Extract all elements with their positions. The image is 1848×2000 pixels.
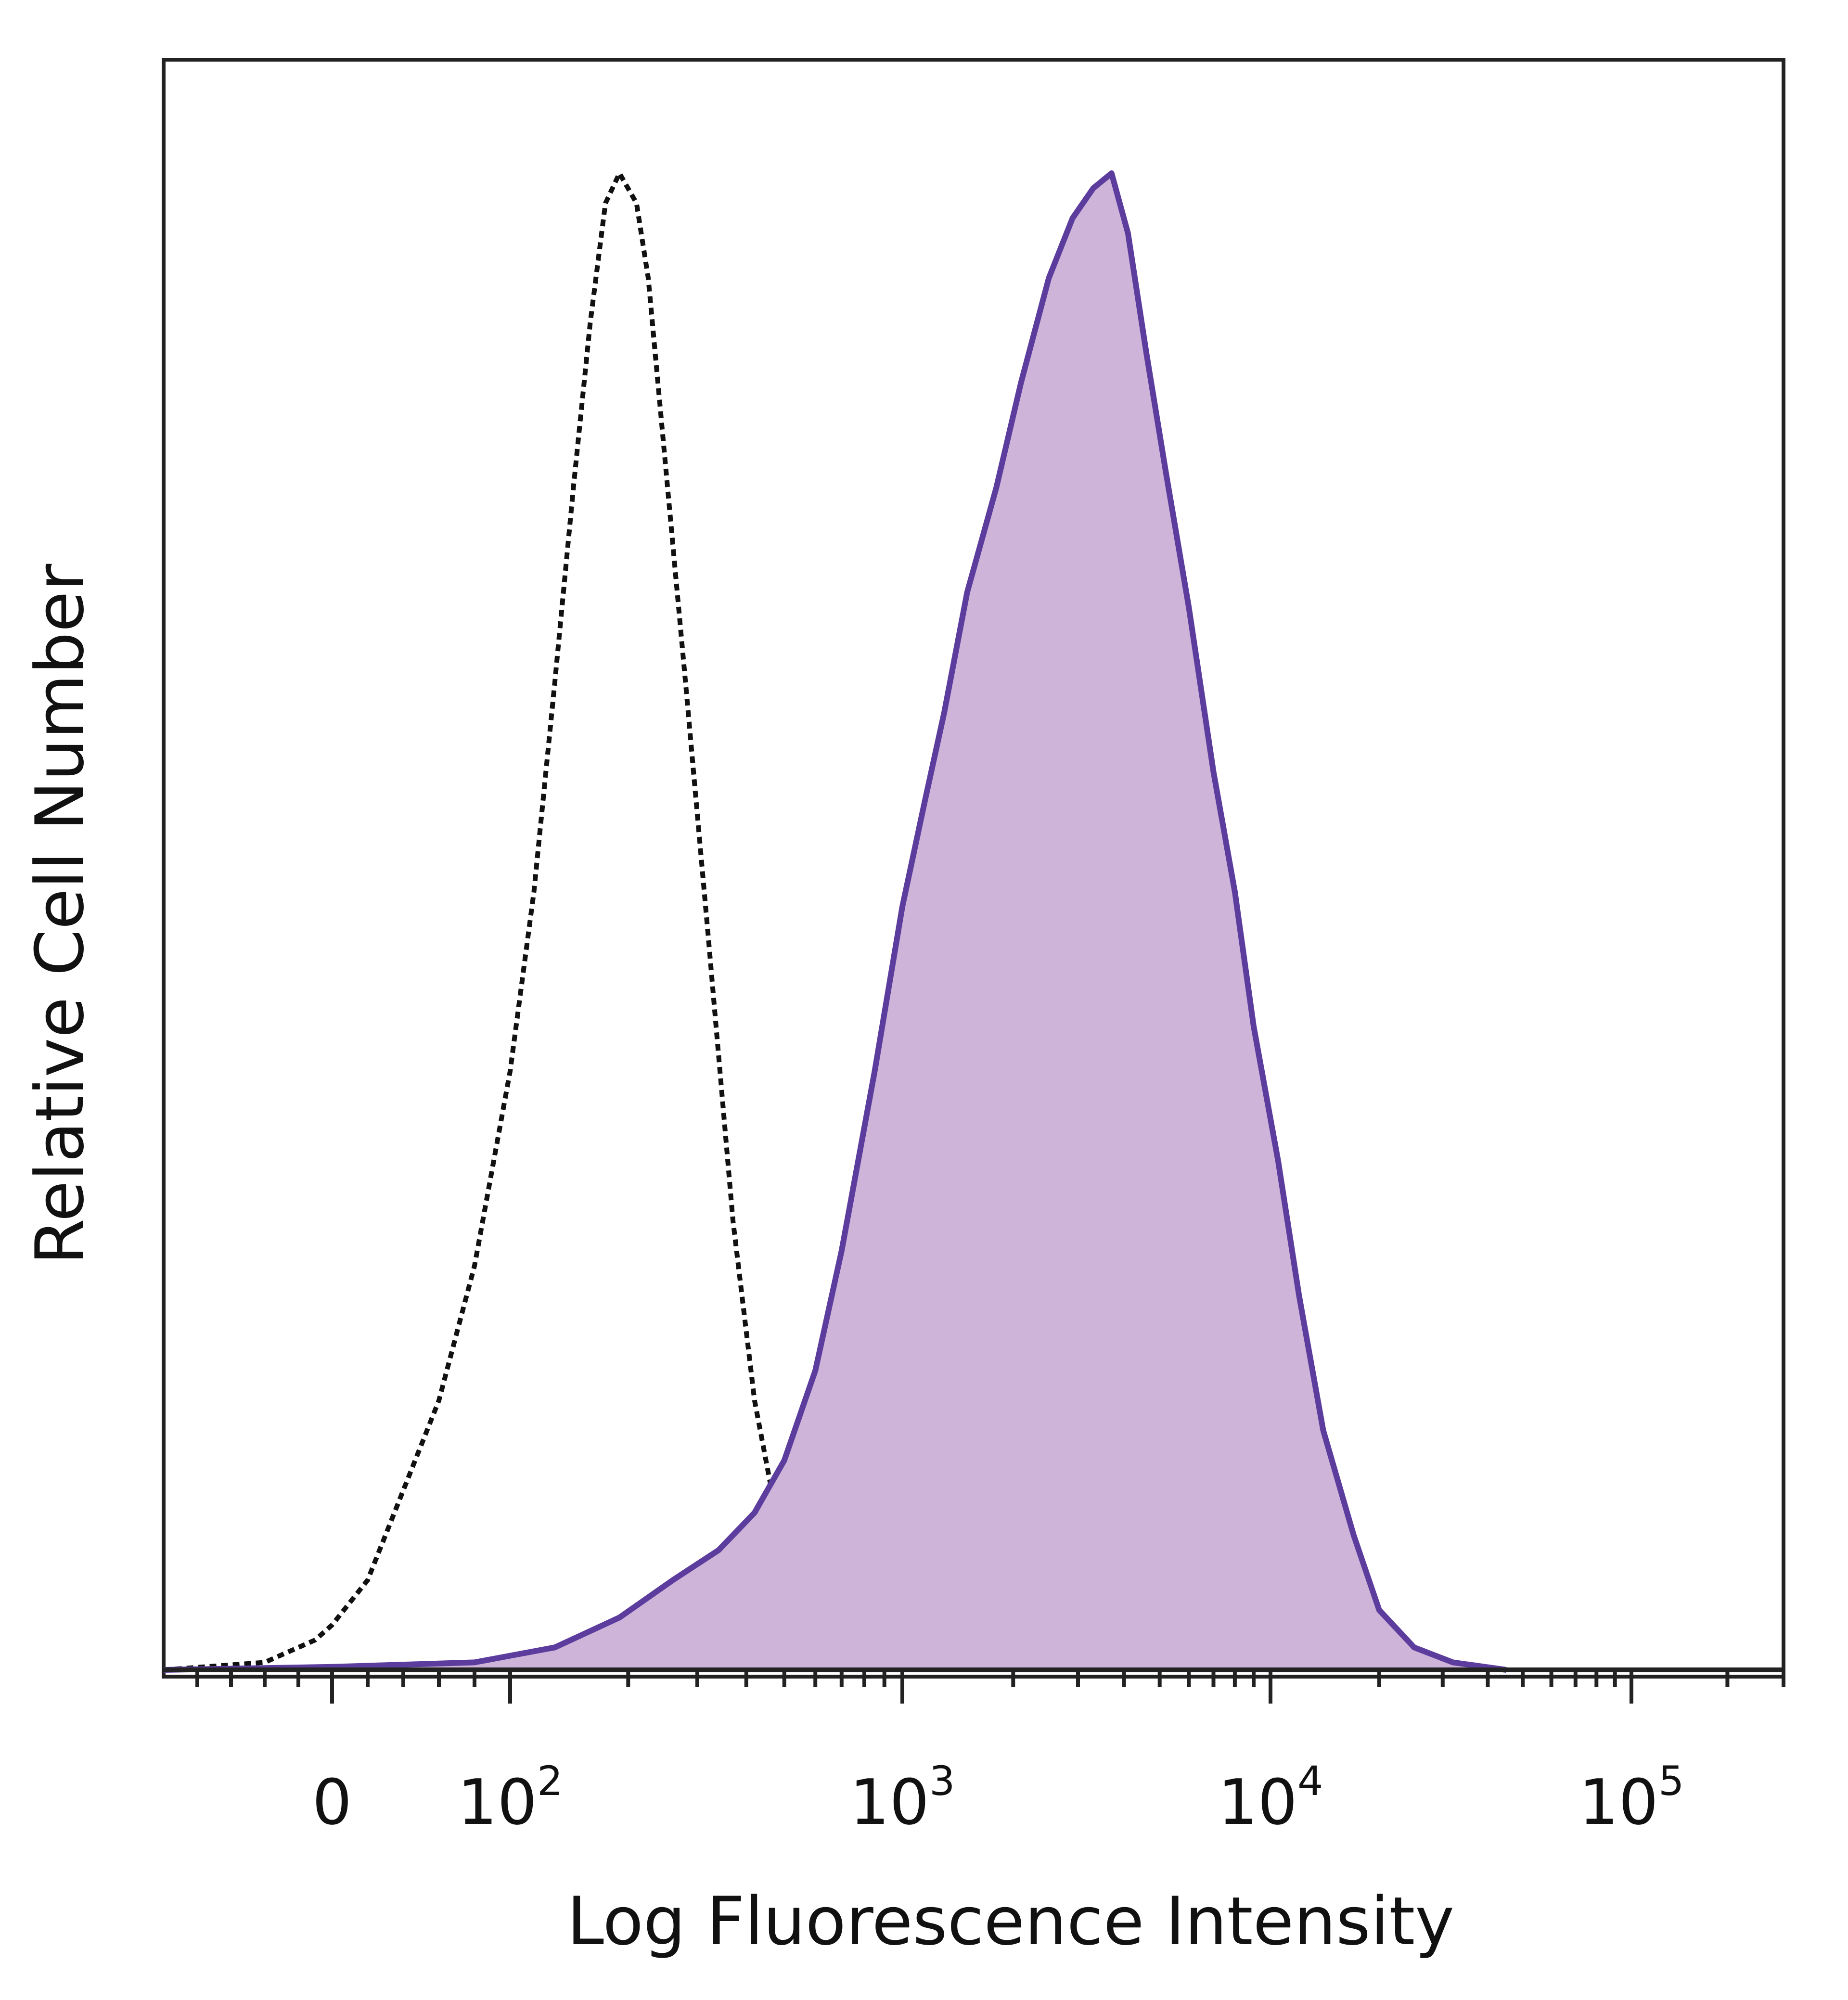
x-axis-tick-labels: 0 102 103 104 105 [312, 1757, 1684, 1839]
x-tick-label: 104 [1218, 1757, 1323, 1839]
y-axis-title: Relative Cell Number [21, 564, 99, 1265]
sample-histogram-outline [163, 170, 1507, 1673]
x-tick-label: 103 [850, 1757, 955, 1839]
x-axis-title: Log Fluorescence Intensity [567, 1883, 1454, 1960]
sample-histogram-fill [164, 173, 1506, 1670]
x-axis-ticks [195, 1670, 1785, 1704]
series-layer [163, 170, 1784, 1673]
x-tick-label: 105 [1579, 1757, 1684, 1839]
x-tick-label: 0 [312, 1766, 352, 1839]
x-tick-label: 102 [458, 1757, 563, 1839]
